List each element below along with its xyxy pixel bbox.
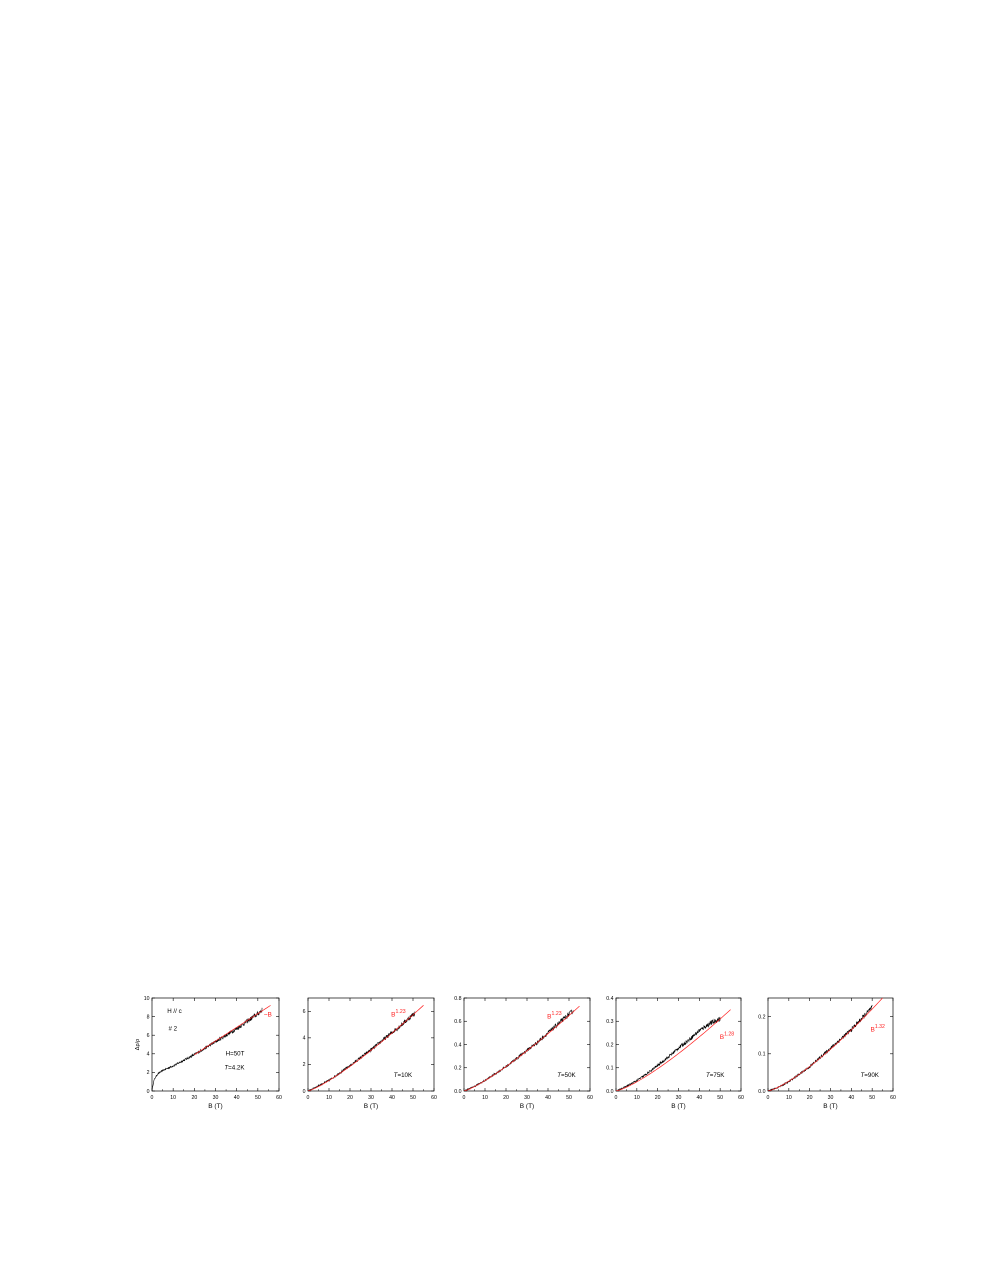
y-tick-label: 0.2 <box>606 1042 613 1048</box>
x-tick-label: 50 <box>255 1095 261 1101</box>
y-tick-label: 0.6 <box>454 1019 461 1025</box>
annotation-label: T=50K <box>557 1072 576 1079</box>
x-tick-label: 20 <box>503 1095 509 1101</box>
x-tick-label: 60 <box>276 1095 282 1101</box>
x-axis-label: B (T) <box>823 1103 837 1110</box>
annotation-label: # 2 <box>169 1026 178 1033</box>
x-tick-label: 10 <box>170 1095 176 1101</box>
x-tick-label: 30 <box>524 1095 530 1101</box>
x-tick-label: 30 <box>368 1095 374 1101</box>
fit-exponent-label: B1.28 <box>720 1031 735 1041</box>
x-tick-label: 20 <box>347 1095 353 1101</box>
x-axis-label: B (T) <box>671 1103 685 1110</box>
y-tick-label: 0.0 <box>606 1089 613 1095</box>
y-tick-label: 0.8 <box>454 996 461 1002</box>
fit-line <box>616 1009 731 1091</box>
data-series-line <box>308 1011 416 1091</box>
fit-line <box>768 998 883 1091</box>
chart-panel-4: 0 10 20 30 40 50 60 0.0 0.1 0.2 0.3 0.4 B (T) T=75K B1… <box>606 996 744 1110</box>
y-tick-label: 2 <box>147 1070 150 1076</box>
x-tick-label: 20 <box>191 1095 197 1101</box>
y-tick-label: 4 <box>147 1052 150 1058</box>
x-tick-label: 30 <box>676 1095 682 1101</box>
chart-panel-1: 0 10 20 30 40 50 60 0 2 4 6 8 10 B (T) Δρ/ρ H // c # 2 H=… <box>135 996 282 1110</box>
annotation-label: T=10K <box>394 1072 413 1079</box>
y-tick-label: 6 <box>303 1009 306 1015</box>
annotation-label: T=90K <box>861 1072 880 1079</box>
chart-panel-3: 0 10 20 30 40 50 60 0.0 0.2 0.4 0.6 0.8 B (T) T=50K B1… <box>454 996 593 1110</box>
y-tick-label: 0 <box>147 1089 150 1095</box>
fit-line <box>308 1005 424 1091</box>
x-tick-label: 20 <box>655 1095 661 1101</box>
x-tick-label: 60 <box>431 1095 437 1101</box>
y-tick-label: 0.4 <box>454 1042 461 1048</box>
x-tick-label: 0 <box>463 1095 466 1101</box>
y-tick-label: 0.3 <box>606 1019 613 1025</box>
fit-line <box>194 1005 271 1056</box>
y-tick-label: 8 <box>147 1014 150 1020</box>
y-tick-label: 0.4 <box>606 996 613 1002</box>
fit-exponent-label: ~B <box>264 1012 272 1019</box>
data-series-line <box>464 1009 574 1091</box>
y-tick-label: 0.0 <box>454 1089 461 1095</box>
y-tick-label: 0.1 <box>606 1066 613 1072</box>
x-tick-label: 40 <box>234 1095 240 1101</box>
annotation-label: T=75K <box>706 1072 725 1079</box>
x-tick-label: 60 <box>587 1095 593 1101</box>
y-tick-label: 6 <box>147 1033 150 1039</box>
y-axis-label: Δρ/ρ <box>135 1039 141 1050</box>
annotation-label: H=50T <box>226 1051 245 1058</box>
x-tick-label: 30 <box>213 1095 219 1101</box>
chart-panel-2: 0 10 20 30 40 50 60 0 2 4 6 B (T) T=10K B1.23 <box>303 997 437 1110</box>
annotation-label: T=4.2K <box>224 1065 245 1072</box>
chart-panel-5: 0 10 20 30 40 50 60 0.0 0.1 0.2 B (T) T=90K B1.32 <box>758 997 896 1110</box>
x-tick-label: 10 <box>786 1095 792 1101</box>
x-tick-label: 10 <box>326 1095 332 1101</box>
x-tick-label: 50 <box>410 1095 416 1101</box>
data-series-line <box>616 1016 721 1091</box>
x-tick-label: 0 <box>767 1095 770 1101</box>
x-tick-label: 10 <box>634 1095 640 1101</box>
y-tick-label: 0.1 <box>758 1052 765 1058</box>
data-series-line <box>768 1004 873 1091</box>
x-tick-label: 40 <box>389 1095 395 1101</box>
y-tick-label: 4 <box>303 1036 306 1042</box>
y-tick-label: 0.0 <box>758 1089 765 1095</box>
x-tick-label: 50 <box>869 1095 875 1101</box>
fit-line <box>464 1005 580 1091</box>
y-tick-label: 2 <box>303 1062 306 1068</box>
x-tick-label: 30 <box>828 1095 834 1101</box>
y-tick-label: 10 <box>144 996 150 1002</box>
fit-exponent-label: B1.23 <box>547 1011 562 1021</box>
x-tick-label: 0 <box>615 1095 618 1101</box>
y-tick-label: 0.2 <box>758 1014 765 1020</box>
fit-exponent-label: B1.32 <box>871 1024 886 1034</box>
x-tick-label: 40 <box>545 1095 551 1101</box>
x-tick-label: 60 <box>890 1095 896 1101</box>
x-tick-label: 0 <box>307 1095 310 1101</box>
fit-exponent-label: B1.23 <box>391 1009 406 1019</box>
x-tick-label: 20 <box>807 1095 813 1101</box>
x-tick-label: 40 <box>848 1095 854 1101</box>
annotation-label: H // c <box>167 1008 181 1015</box>
x-tick-label: 10 <box>482 1095 488 1101</box>
x-tick-label: 40 <box>696 1095 702 1101</box>
data-series-line <box>152 1007 263 1091</box>
y-tick-label: 0 <box>303 1089 306 1095</box>
x-tick-label: 50 <box>566 1095 572 1101</box>
x-axis-label: B (T) <box>364 1103 378 1110</box>
x-tick-label: 60 <box>738 1095 744 1101</box>
x-axis-label: B (T) <box>520 1103 534 1110</box>
x-tick-label: 0 <box>151 1095 154 1101</box>
x-axis-label: B (T) <box>208 1103 222 1110</box>
y-tick-label: 0.2 <box>454 1066 461 1072</box>
x-tick-label: 50 <box>717 1095 723 1101</box>
